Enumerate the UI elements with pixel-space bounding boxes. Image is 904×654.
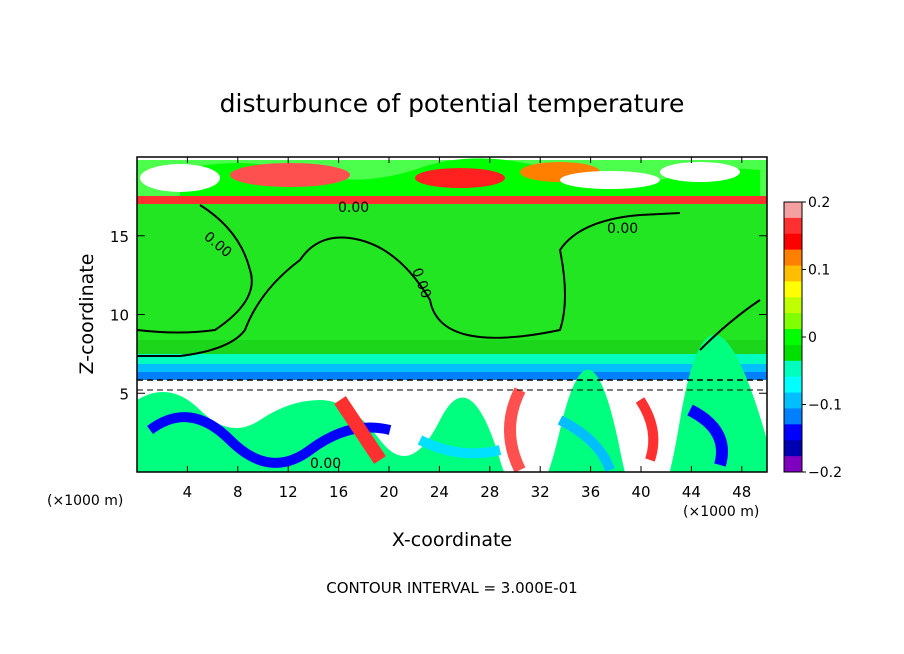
- x-axis-title: X-coordinate: [392, 529, 512, 551]
- colorbar-swatch: [784, 376, 802, 394]
- plot-area: [137, 157, 767, 472]
- x-tick-label: 12: [279, 483, 298, 501]
- x-tick-label: 20: [379, 483, 398, 501]
- y-tick-label: 5: [119, 385, 129, 403]
- colorbar-swatch: [784, 344, 802, 362]
- colorbar-swatch: [784, 408, 802, 425]
- colorbar-swatch: [784, 424, 802, 441]
- colorbar-swatch: [784, 440, 802, 457]
- x-tick-label: 48: [732, 483, 751, 501]
- colorbar-swatch: [784, 392, 802, 409]
- contour-label: 0.00: [310, 456, 341, 472]
- contour-label: 0.00: [607, 221, 638, 237]
- colorbar-tick-label: 0.1: [808, 263, 830, 279]
- x-axis: 4 8 12 16 20 24 28 32 36 40 44 48: [183, 157, 751, 501]
- colorbar: 0.2 0.1 0 −0.1 −0.2: [783, 195, 842, 481]
- x-tick-label: 16: [329, 483, 348, 501]
- contour-interval-text: CONTOUR INTERVAL = 3.000E-01: [326, 579, 577, 597]
- chart-title: disturbunce of potential temperature: [220, 89, 685, 118]
- colorbar-tick-label: 0: [808, 330, 817, 346]
- colorbar-tick-label: −0.2: [808, 465, 842, 481]
- colorbar-swatch: [784, 297, 802, 314]
- colorbar-swatch: [784, 313, 802, 330]
- y-axis: 5 10 15: [110, 228, 767, 403]
- x-tick-label: 44: [682, 483, 701, 501]
- y-tick-label: 15: [110, 228, 129, 246]
- colorbar-swatch: [784, 233, 802, 251]
- colorbar-swatch: [784, 265, 802, 282]
- colorbar-tick-label: −0.1: [808, 398, 842, 414]
- colorbar-swatch: [784, 249, 802, 267]
- colorbar-swatch: [784, 456, 802, 473]
- colorbar-swatch: [784, 360, 802, 378]
- x-tick-label: 8: [233, 483, 243, 501]
- y-axis-title: Z-coordinate: [76, 254, 98, 375]
- contour-label: 0.00: [338, 200, 369, 216]
- colorbar-swatch: [784, 329, 802, 346]
- colorbar-swatch: [784, 217, 802, 235]
- x-unit-label-right: (×1000 m): [683, 504, 759, 520]
- x-tick-label: 24: [430, 483, 449, 501]
- colorbar-swatch: [784, 281, 802, 298]
- colorbar-swatch: [784, 202, 802, 219]
- x-tick-label: 4: [183, 483, 193, 501]
- x-tick-label: 32: [531, 483, 550, 501]
- x-tick-label: 40: [631, 483, 650, 501]
- y-tick-label: 10: [110, 307, 129, 325]
- x-tick-label: 36: [581, 483, 600, 501]
- colorbar-tick-label: 0.2: [808, 195, 830, 211]
- x-unit-label: (×1000 m): [47, 493, 123, 509]
- x-tick-label: 28: [480, 483, 499, 501]
